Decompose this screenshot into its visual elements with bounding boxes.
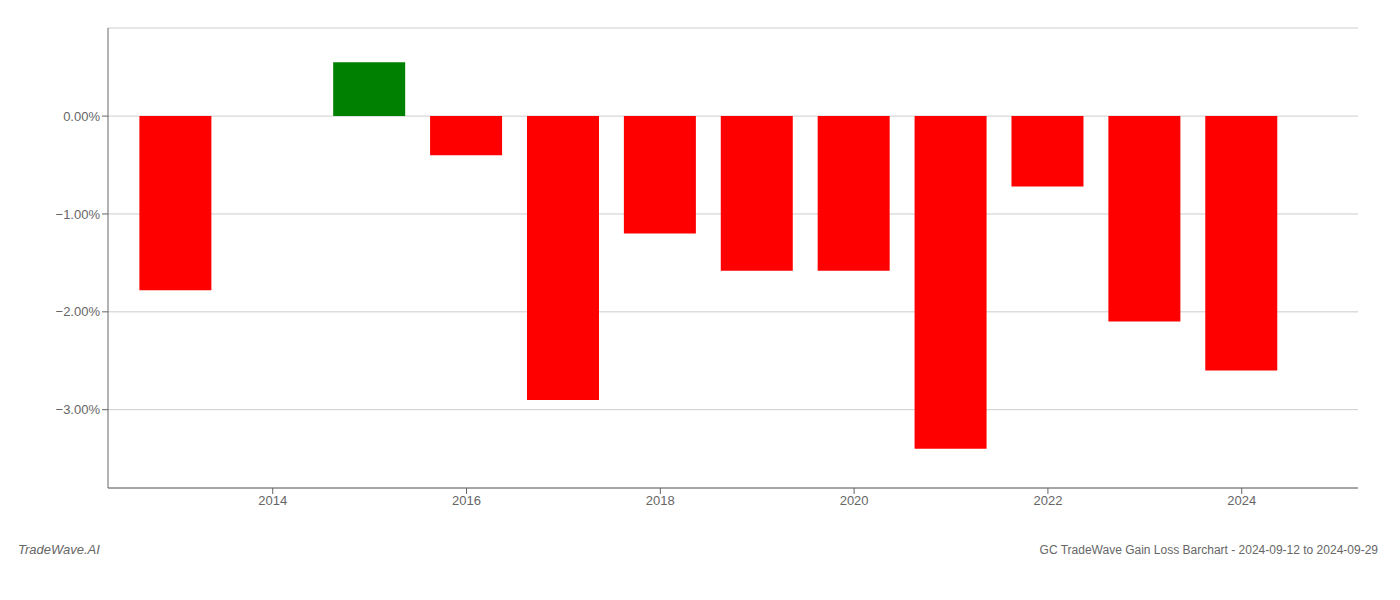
svg-text:2020: 2020 <box>840 493 869 508</box>
svg-text:−2.00%: −2.00% <box>56 304 101 319</box>
svg-text:2022: 2022 <box>1033 493 1062 508</box>
svg-text:2014: 2014 <box>258 493 287 508</box>
svg-text:−1.00%: −1.00% <box>56 207 101 222</box>
svg-text:−3.00%: −3.00% <box>56 402 101 417</box>
html-text:TradeWave.AI: TradeWave.AI <box>18 542 100 557</box>
html-text:GC TradeWave Gain Loss Barchar: GC TradeWave Gain Loss Barchart - 2024-0… <box>1039 543 1378 557</box>
svg-text:2018: 2018 <box>646 493 675 508</box>
svg-text:2024: 2024 <box>1227 493 1256 508</box>
svg-text:2016: 2016 <box>452 493 481 508</box>
svg-text:0.00%: 0.00% <box>63 109 100 124</box>
